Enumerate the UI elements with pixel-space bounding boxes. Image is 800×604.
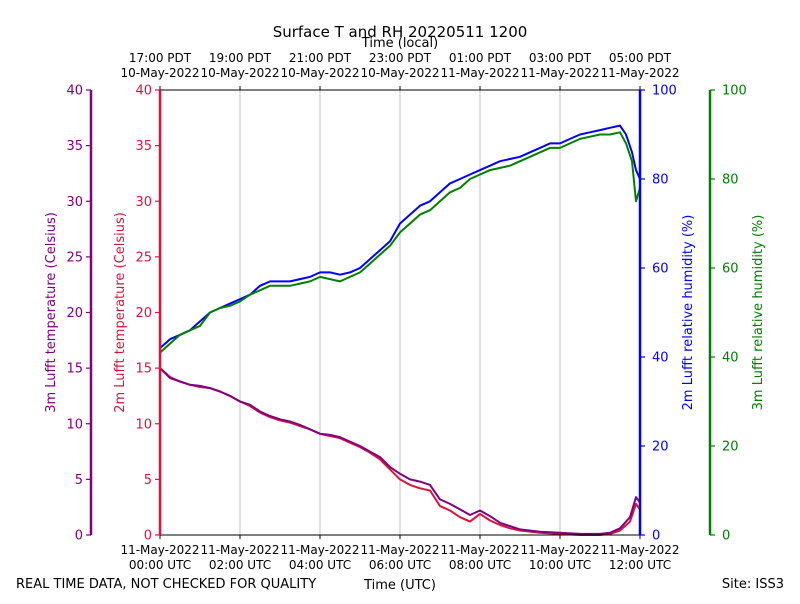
x-tick-label-local-date: 11-May-2022 (440, 66, 519, 80)
x-tick-label-local-time: 01:00 PDT (449, 51, 512, 65)
y-tick-label-t2m: 35 (135, 139, 152, 154)
y-axis-label-rh3m: 3m Lufft relative humidity (%) (751, 215, 766, 411)
y-tick-label-rh2m: 80 (652, 173, 669, 188)
y-tick-label-t2m: 5 (144, 473, 152, 488)
x-tick-label-utc-time: 12:00 UTC (609, 558, 671, 572)
x-tick-label-local-date: 10-May-2022 (200, 66, 279, 80)
y-tick-label-rh2m: 0 (652, 529, 660, 544)
x-tick-label-local-time: 19:00 PDT (209, 51, 272, 65)
x-tick-label-utc-date: 11-May-2022 (360, 543, 439, 557)
x-tick-label-local-date: 10-May-2022 (360, 66, 439, 80)
y-tick-label-t3m: 15 (66, 362, 83, 377)
y-tick-label-t2m: 40 (135, 84, 152, 99)
x-axis-label: Time (UTC) (363, 578, 436, 593)
y-tick-label-t3m: 30 (66, 195, 83, 210)
x-tick-label-utc-date: 11-May-2022 (120, 543, 199, 557)
y-tick-label-t2m: 15 (135, 362, 152, 377)
x-tick-label-local-date: 11-May-2022 (520, 66, 599, 80)
x-tick-label-local-time: 03:00 PDT (529, 51, 592, 65)
y-axis-label-t2m: 2m Lufft temperature (Celsius) (113, 212, 128, 413)
x-tick-label-local-date: 10-May-2022 (120, 66, 199, 80)
y-tick-label-t2m: 25 (135, 250, 152, 265)
series-line-rh3m (159, 131, 641, 354)
y-tick-label-rh3m: 60 (722, 262, 739, 277)
y-tick-label-rh2m: 60 (652, 262, 669, 277)
x-tick-label-local-time: 17:00 PDT (129, 51, 192, 65)
top-axis-label: Time (local) (361, 36, 438, 51)
y-axis-label-t3m: 3m Lufft temperature (Celsius) (44, 212, 59, 413)
y-tick-label-rh3m: 40 (722, 351, 739, 366)
x-tick-label-utc-time: 10:00 UTC (529, 558, 591, 572)
y-tick-label-t3m: 40 (66, 84, 83, 99)
footer-site-label: Site: ISS3 (722, 577, 784, 592)
y-tick-label-t2m: 0 (144, 529, 152, 544)
x-tick-label-utc-time: 00:00 UTC (129, 558, 191, 572)
x-tick-label-utc-time: 08:00 UTC (449, 558, 511, 572)
grid-layer (239, 90, 561, 535)
y-tick-label-t3m: 25 (66, 250, 83, 265)
x-tick-label-utc-date: 11-May-2022 (440, 543, 519, 557)
chart-title: Surface T and RH 20220511 1200 (273, 23, 528, 41)
series-line-t3m (159, 367, 641, 535)
y-tick-label-rh3m: 100 (722, 84, 747, 99)
x-tick-label-local-date: 10-May-2022 (280, 66, 359, 80)
x-tick-label-local-time: 23:00 PDT (369, 51, 432, 65)
y-tick-label-t3m: 35 (66, 139, 83, 154)
x-tick-label-utc-date: 11-May-2022 (280, 543, 359, 557)
series-line-rh2m (159, 124, 641, 349)
x-tick-label-utc-time: 02:00 UTC (209, 558, 271, 572)
y-tick-label-rh3m: 80 (722, 173, 739, 188)
y-tick-label-t2m: 30 (135, 195, 152, 210)
series-layer (159, 124, 641, 536)
x-tick-label-utc-date: 11-May-2022 (600, 543, 679, 557)
y-tick-label-t3m: 20 (66, 306, 83, 321)
x-tick-label-utc-time: 06:00 UTC (369, 558, 431, 572)
y-tick-label-rh3m: 20 (722, 440, 739, 455)
y-tick-label-t3m: 5 (75, 473, 83, 488)
y-tick-label-rh2m: 20 (652, 440, 669, 455)
x-tick-label-utc-date: 11-May-2022 (200, 543, 279, 557)
y-tick-label-t3m: 10 (66, 417, 83, 432)
y-axis-label-rh2m: 2m Lufft relative humidity (%) (681, 215, 696, 411)
y-tick-label-t2m: 20 (135, 306, 152, 321)
y-tick-label-rh2m: 40 (652, 351, 669, 366)
footer-quality-note: REAL TIME DATA, NOT CHECKED FOR QUALITY (16, 577, 316, 592)
x-tick-label-utc-date: 11-May-2022 (520, 543, 599, 557)
y-tick-label-rh2m: 100 (652, 84, 677, 99)
y-tick-label-t3m: 0 (75, 529, 83, 544)
x-tick-label-utc-time: 04:00 UTC (289, 558, 351, 572)
y-tick-label-rh3m: 0 (722, 529, 730, 544)
y-tick-label-t2m: 10 (135, 417, 152, 432)
x-tick-label-local-time: 21:00 PDT (289, 51, 352, 65)
x-tick-label-local-date: 11-May-2022 (600, 66, 679, 80)
x-tick-label-local-time: 05:00 PDT (609, 51, 672, 65)
